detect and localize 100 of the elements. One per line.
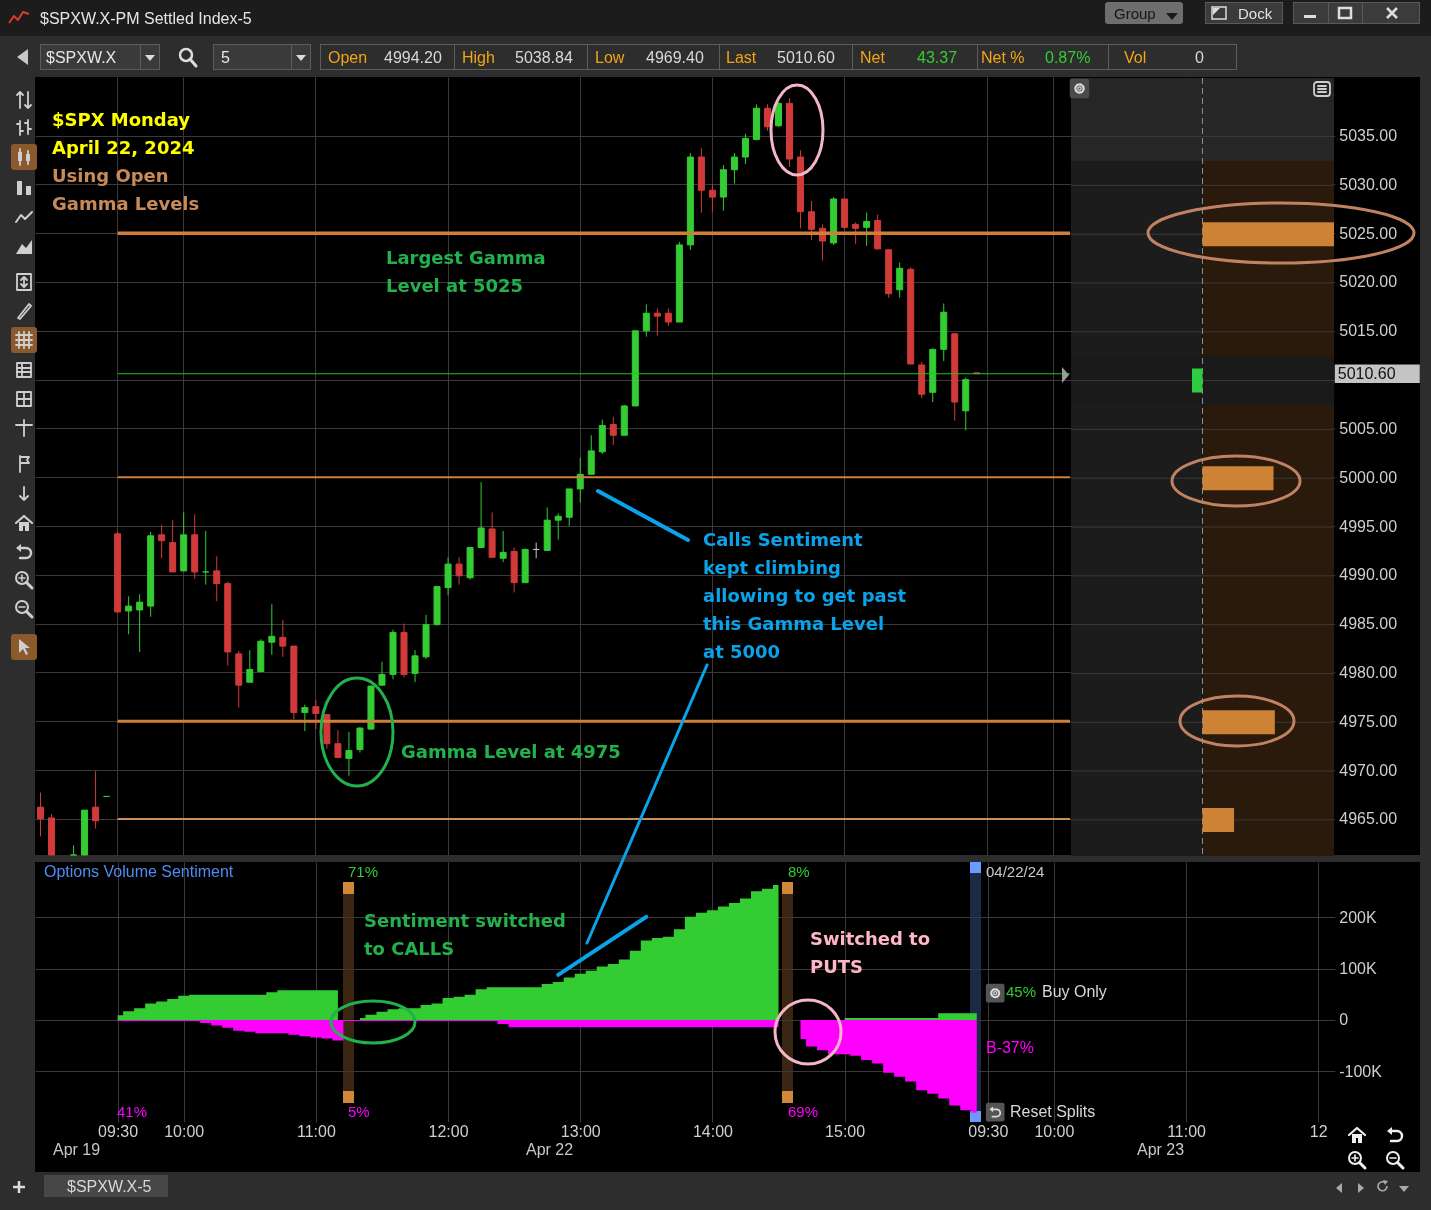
annotation: Sentiment switched to CALLS — [364, 910, 566, 959]
y-tick-label: 4985.00 — [1339, 615, 1398, 633]
text: 4994.20 — [384, 48, 442, 67]
candlestick — [268, 603, 276, 656]
x-tick-label: 14:00 — [692, 1123, 734, 1141]
text: Group — [1114, 5, 1156, 23]
x-tick-label: 12 — [1309, 1123, 1328, 1141]
text: 0.87% — [1045, 48, 1091, 67]
y-tick-label: 100K — [1339, 960, 1377, 978]
chart-title: Options Volume Sentiment — [44, 863, 234, 880]
text: $SPXW.X-5 — [67, 1177, 152, 1196]
text: Apr 23 — [1137, 1141, 1185, 1158]
candlestick — [741, 133, 749, 165]
x-tick-label: 09:30 — [98, 1123, 139, 1141]
annotation: 71% — [348, 863, 378, 880]
candlestick — [576, 457, 584, 504]
candlestick — [554, 512, 562, 541]
annotation: B-37% — [986, 1039, 1034, 1056]
candlestick — [334, 729, 342, 759]
annotation: 69% — [788, 1103, 818, 1120]
text: Net — [860, 48, 885, 67]
candlestick — [136, 593, 144, 653]
bar — [1202, 807, 1235, 832]
candlestick — [730, 152, 738, 184]
candlestick — [125, 595, 133, 635]
y-tick-label: 4980.00 — [1339, 663, 1398, 681]
annotation: Calls Sentiment kept climbing allowing to get past this Gamma Level at 5000 — [703, 529, 907, 662]
annotation: 41% — [117, 1103, 147, 1120]
text: 0 — [1195, 48, 1204, 67]
text: Net % — [981, 48, 1025, 67]
candlestick — [896, 261, 904, 299]
candlestick — [92, 770, 100, 830]
candlestick — [708, 183, 716, 213]
annotation: 8% — [788, 863, 810, 880]
annotation: 45% — [1006, 983, 1036, 1000]
x-tick-label: 11:00 — [296, 1123, 336, 1141]
text: Open — [328, 48, 368, 67]
x-tick-label: 10:00 — [164, 1123, 205, 1141]
candlestick — [444, 556, 452, 596]
y-tick-label: 4995.00 — [1339, 517, 1398, 535]
text: Vol — [1124, 48, 1147, 67]
x-tick-label: 15:00 — [825, 1123, 866, 1141]
ref-line-label: 5010.60 — [1337, 364, 1396, 382]
text: Last — [726, 48, 757, 67]
text: Dock — [1238, 5, 1273, 23]
x-tick-label: 13:00 — [560, 1123, 601, 1141]
candlestick — [775, 101, 783, 128]
text: 5 — [221, 48, 230, 67]
candlestick — [345, 731, 353, 777]
candlestick — [37, 792, 45, 837]
text: $SPXW.X — [46, 48, 117, 67]
text: Apr 19 — [53, 1141, 101, 1158]
candlestick — [642, 303, 650, 338]
candlestick — [852, 221, 860, 245]
y-tick-label: 5020.00 — [1339, 273, 1398, 291]
bar — [1202, 222, 1334, 247]
candlestick — [653, 307, 661, 337]
text: 43.37 — [917, 48, 958, 67]
y-tick-label: 4965.00 — [1339, 810, 1398, 828]
y-tick-label: 5005.00 — [1339, 419, 1398, 437]
y-tick-label: 4975.00 — [1339, 712, 1398, 730]
candlestick — [609, 416, 617, 446]
candlestick — [411, 649, 419, 683]
candlestick — [764, 103, 771, 132]
annotation: 04/22/24 — [986, 863, 1045, 880]
candlestick — [499, 530, 507, 563]
y-tick-label: 4970.00 — [1339, 761, 1398, 779]
y-tick-label: 5030.00 — [1339, 175, 1398, 193]
x-tick-label: 11:00 — [1167, 1123, 1207, 1141]
bar — [1202, 466, 1274, 491]
text: Using Open Gamma Levels — [52, 165, 200, 214]
y-tick-label: 200K — [1339, 908, 1377, 926]
text: Apr 22 — [526, 1141, 574, 1158]
candlestick — [863, 212, 871, 247]
candlestick — [213, 555, 221, 602]
text: High — [462, 48, 495, 67]
y-tick-label: 5025.00 — [1339, 224, 1398, 242]
candlestick — [279, 619, 287, 658]
annotation: Switched to PUTS — [810, 928, 931, 977]
bar — [1202, 710, 1275, 735]
candlestick — [378, 661, 386, 687]
y-tick-label: 5000.00 — [1339, 468, 1398, 486]
candlestick — [202, 530, 210, 586]
candlestick — [587, 434, 595, 475]
annotation: 5% — [348, 1103, 370, 1120]
y-tick-label: -100K — [1339, 1062, 1383, 1080]
candlestick — [301, 704, 309, 732]
x-tick-label: 12:00 — [428, 1123, 469, 1141]
x-tick-label: 10:00 — [1034, 1123, 1075, 1141]
annotation: Buy Only — [1042, 983, 1107, 1000]
candlestick — [312, 699, 320, 730]
candlestick — [477, 481, 485, 549]
annotation: Gamma Level at 4975 — [401, 741, 621, 762]
x-tick-label: 09:30 — [968, 1123, 1009, 1141]
y-tick-label: 5035.00 — [1339, 127, 1398, 145]
text: 5038.84 — [515, 48, 573, 67]
candlestick — [808, 200, 816, 241]
candlestick — [356, 726, 364, 753]
candlestick — [455, 556, 463, 586]
y-tick-label: 5015.00 — [1339, 322, 1398, 340]
